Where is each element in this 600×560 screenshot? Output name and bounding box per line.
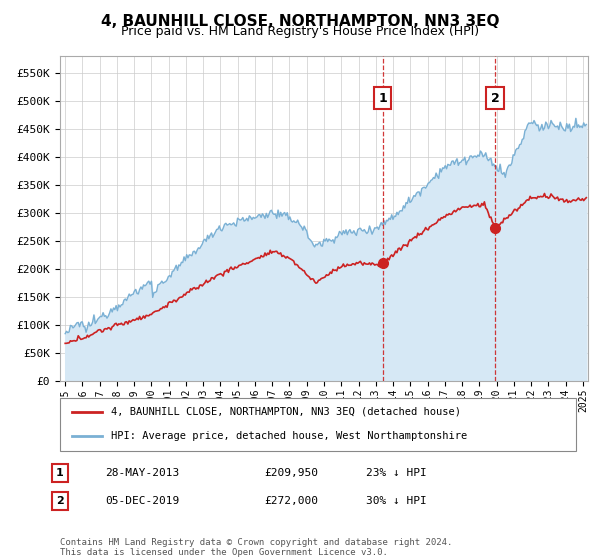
Text: Price paid vs. HM Land Registry's House Price Index (HPI): Price paid vs. HM Land Registry's House … — [121, 25, 479, 38]
Text: 2: 2 — [56, 496, 64, 506]
Text: 30% ↓ HPI: 30% ↓ HPI — [366, 496, 427, 506]
Text: 23% ↓ HPI: 23% ↓ HPI — [366, 468, 427, 478]
Text: HPI: Average price, detached house, West Northamptonshire: HPI: Average price, detached house, West… — [111, 431, 467, 441]
Text: 2: 2 — [491, 91, 500, 105]
Text: 1: 1 — [56, 468, 64, 478]
Text: Contains HM Land Registry data © Crown copyright and database right 2024.
This d: Contains HM Land Registry data © Crown c… — [60, 538, 452, 557]
Text: £272,000: £272,000 — [264, 496, 318, 506]
Text: £209,950: £209,950 — [264, 468, 318, 478]
Text: 4, BAUNHILL CLOSE, NORTHAMPTON, NN3 3EQ: 4, BAUNHILL CLOSE, NORTHAMPTON, NN3 3EQ — [101, 14, 499, 29]
Text: 05-DEC-2019: 05-DEC-2019 — [105, 496, 179, 506]
Text: 4, BAUNHILL CLOSE, NORTHAMPTON, NN3 3EQ (detached house): 4, BAUNHILL CLOSE, NORTHAMPTON, NN3 3EQ … — [111, 407, 461, 417]
Text: 1: 1 — [378, 91, 387, 105]
Text: 28-MAY-2013: 28-MAY-2013 — [105, 468, 179, 478]
